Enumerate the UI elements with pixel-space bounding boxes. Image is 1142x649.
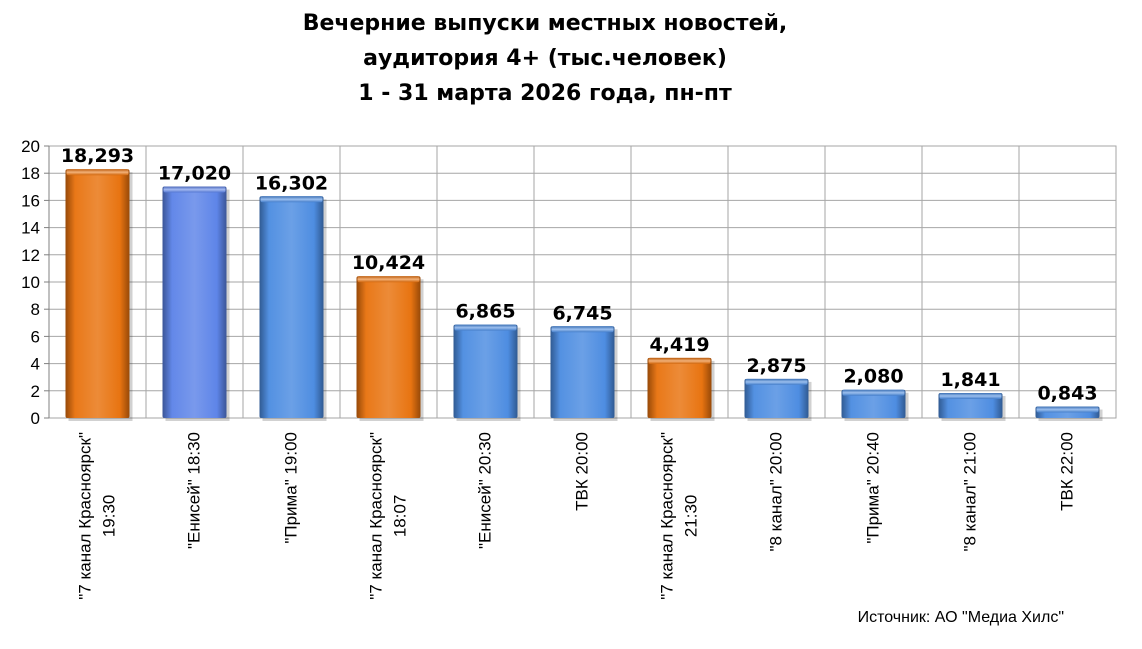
data-label: 16,302 — [255, 172, 328, 194]
bar-cap — [163, 186, 226, 193]
bar-cap — [454, 324, 517, 331]
x-category-label: "7 канал Красноярск" — [658, 432, 677, 600]
bar-body — [65, 169, 130, 418]
bar-cap — [551, 326, 614, 333]
x-category-label: 21:30 — [682, 495, 701, 538]
bar-body — [647, 357, 712, 418]
data-label: 18,293 — [61, 145, 134, 167]
data-label: 6,865 — [455, 301, 515, 323]
bar-body — [453, 324, 518, 418]
bar-cap — [745, 378, 808, 385]
data-label: 2,875 — [746, 355, 806, 377]
y-tick-label: 14 — [21, 219, 40, 238]
bar — [550, 326, 618, 421]
bar-body — [744, 378, 809, 418]
y-tick-label: 20 — [21, 137, 40, 156]
data-label: 4,419 — [649, 334, 709, 356]
data-label: 6,745 — [552, 302, 612, 324]
y-tick-label: 16 — [21, 191, 40, 210]
x-category-label: 18:07 — [391, 495, 410, 538]
x-category-label: "Прима" 20:40 — [864, 432, 883, 544]
x-category-label: "Енисей" 20:30 — [476, 432, 495, 549]
bar — [162, 186, 230, 421]
data-label: 0,843 — [1037, 383, 1097, 405]
source-note: Источник: АО "Медиа Хилс" — [857, 609, 1064, 626]
x-category-label: ТВК 20:00 — [573, 432, 592, 511]
data-label: 1,841 — [940, 369, 1000, 391]
y-tick-label: 2 — [31, 382, 40, 401]
bar-body — [841, 389, 906, 418]
y-tick-label: 10 — [21, 273, 40, 292]
x-category-label: "7 канал Красноярск" — [367, 432, 386, 600]
bar-cap — [1036, 406, 1099, 413]
bar-body — [259, 196, 324, 418]
y-tick-label: 8 — [31, 300, 40, 319]
bar — [453, 324, 521, 421]
y-tick-label: 0 — [31, 409, 40, 428]
x-category-label: "8 канал" 21:00 — [961, 432, 980, 552]
y-tick-label: 6 — [31, 327, 40, 346]
bar-body — [356, 276, 421, 418]
bar — [259, 196, 327, 421]
bar-cap — [66, 169, 129, 176]
bar — [938, 392, 1006, 421]
data-label: 2,080 — [843, 366, 903, 388]
bar — [356, 276, 424, 421]
bar-body — [550, 326, 615, 418]
y-axis-ticks: 0 2 4 6 8 10 12 14 16 18 20 — [21, 137, 49, 428]
x-category-label: 19:30 — [100, 495, 119, 538]
x-category-label: ТВК 22:00 — [1058, 432, 1077, 511]
bars — [65, 169, 1103, 421]
bar — [647, 357, 715, 421]
bar-body — [938, 392, 1003, 418]
y-tick-label: 4 — [31, 355, 40, 374]
data-label: 10,424 — [352, 252, 425, 274]
bar — [744, 378, 812, 421]
y-tick-label: 18 — [21, 164, 40, 183]
bar — [841, 389, 909, 421]
chart-title-line-1: Вечерние выпуски местных новостей, — [302, 11, 788, 36]
bar — [65, 169, 133, 421]
bar — [1035, 406, 1103, 421]
bar-body — [162, 186, 227, 418]
x-category-label: "8 канал" 20:00 — [767, 432, 786, 552]
x-category-label: "Енисей" 18:30 — [185, 432, 204, 549]
chart-title-line-3: 1 - 31 марта 2026 года, пн-пт — [358, 81, 732, 106]
bar-cap — [357, 276, 420, 283]
bar-cap — [939, 392, 1002, 399]
data-labels: 18,293 17,020 16,302 10,424 6,865 6,745 4,419 2… — [61, 145, 1098, 404]
x-axis-categories: "7 канал Красноярск" 19:30 "Енисей" 18:30 "… — [76, 432, 1077, 600]
x-category-label: "Прима" 19:00 — [282, 432, 301, 544]
bar-cap — [842, 389, 905, 396]
chart-title: Вечерние выпуски местных новостей, аудит… — [0, 6, 1090, 111]
chart-title-line-2: аудитория 4+ (тыс.человек) — [363, 46, 727, 71]
x-category-label: "7 канал Красноярск" — [76, 432, 95, 600]
y-tick-label: 12 — [21, 246, 40, 265]
bar-cap — [648, 357, 711, 364]
bar-cap — [260, 196, 323, 203]
data-label: 17,020 — [158, 163, 231, 185]
